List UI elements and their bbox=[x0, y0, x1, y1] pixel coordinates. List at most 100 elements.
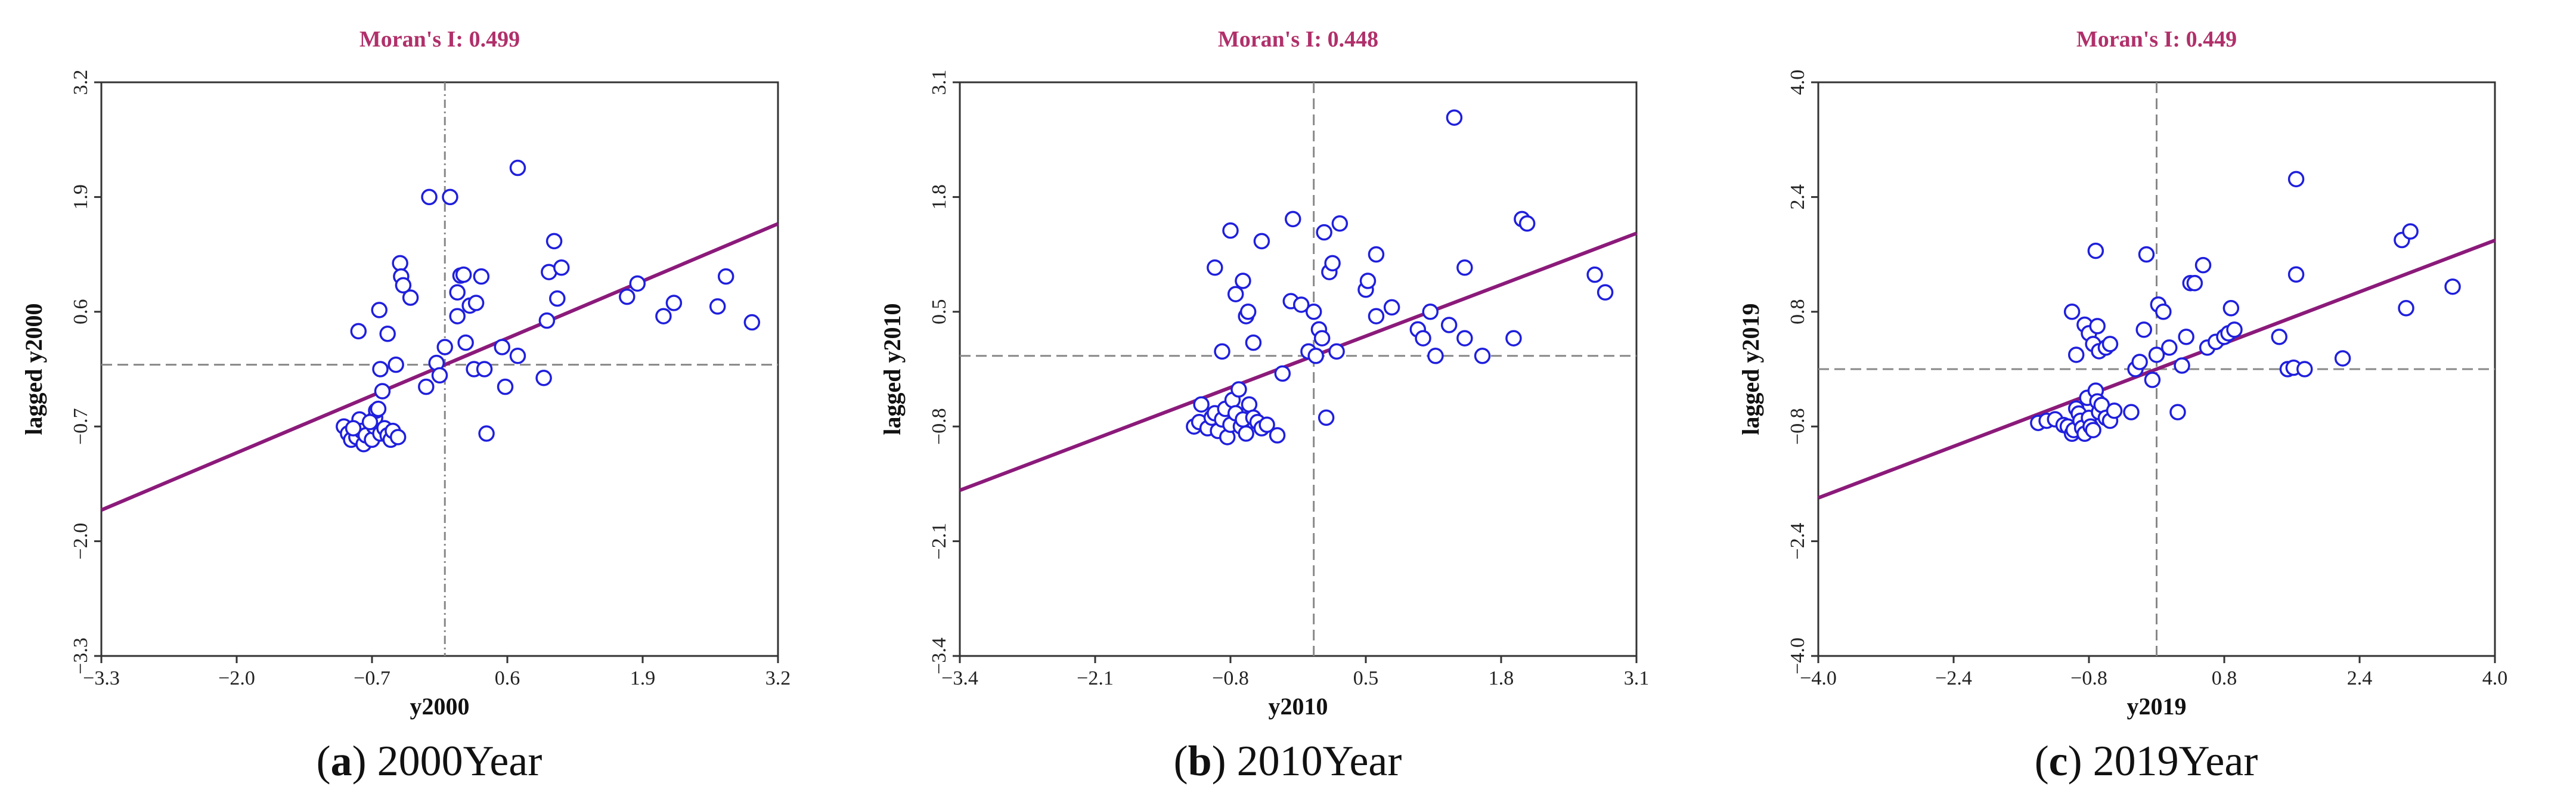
data-point bbox=[1368, 246, 1385, 263]
data-point bbox=[2287, 266, 2305, 283]
data-point bbox=[449, 308, 466, 324]
data-point bbox=[1313, 330, 1331, 346]
data-point bbox=[2174, 357, 2190, 374]
data-point bbox=[1505, 330, 1522, 346]
data-point bbox=[2155, 304, 2172, 320]
y-tick-label: −4.0 bbox=[1787, 637, 1809, 674]
data-point bbox=[1586, 266, 1603, 283]
y-tick-label: 1.8 bbox=[928, 184, 950, 210]
regression-line bbox=[959, 231, 1638, 493]
data-point bbox=[1359, 273, 1377, 289]
x-tick-label: −3.3 bbox=[83, 667, 120, 689]
data-point bbox=[1597, 284, 1614, 301]
data-point bbox=[717, 268, 734, 285]
moran-value: 0.449 bbox=[2186, 27, 2237, 52]
data-point bbox=[371, 302, 388, 318]
data-point bbox=[388, 356, 404, 373]
data-point bbox=[1307, 348, 1324, 364]
data-point bbox=[1440, 317, 1458, 333]
data-point bbox=[1253, 233, 1270, 250]
data-point bbox=[2169, 404, 2186, 420]
data-point bbox=[1456, 330, 1473, 346]
y-tick-label: −3.3 bbox=[70, 637, 92, 674]
x-axis-title: y2019 bbox=[2127, 693, 2187, 720]
panel-title-c: 2019Year bbox=[2093, 737, 2258, 785]
data-point bbox=[379, 326, 396, 342]
data-point bbox=[1258, 416, 1275, 433]
data-point bbox=[2144, 372, 2161, 388]
panel-caption-c: (c) 2019Year bbox=[2034, 737, 2258, 785]
data-point bbox=[1446, 109, 1463, 126]
data-point bbox=[2287, 171, 2305, 188]
x-tick-label: 0.6 bbox=[495, 667, 520, 689]
data-point bbox=[1241, 396, 1258, 413]
data-point bbox=[1292, 296, 1310, 313]
data-point bbox=[1427, 348, 1444, 364]
data-point bbox=[2148, 346, 2165, 363]
data-point bbox=[1318, 409, 1335, 426]
x-tick-label: −0.8 bbox=[2070, 667, 2107, 689]
moran-label: Moran's I: bbox=[1218, 27, 1328, 52]
y-tick-label: 3.1 bbox=[928, 70, 950, 95]
data-point bbox=[2334, 350, 2351, 367]
data-point bbox=[436, 339, 453, 355]
data-point bbox=[2101, 336, 2119, 352]
x-tick-label: −2.1 bbox=[1077, 667, 1114, 689]
data-point bbox=[509, 348, 526, 364]
data-point bbox=[374, 383, 391, 400]
panel-c: Moran's I: 0.449 −4.0 −2.4 −0.8 0.8 2.4 4.0 −4.… bbox=[1717, 0, 2575, 811]
data-point bbox=[421, 188, 438, 206]
data-point bbox=[1383, 299, 1400, 316]
data-point bbox=[2067, 346, 2085, 363]
data-point bbox=[389, 429, 407, 445]
data-point bbox=[553, 259, 570, 276]
scatter-plot-2010: Moran's I: 0.448 −3.4 −2.1 −0.8 0.5 1.8 3.1 −3.… bbox=[879, 27, 1650, 720]
y-tick-label: −0.7 bbox=[70, 408, 92, 445]
data-point bbox=[1193, 396, 1210, 413]
y-axis-title: lagged y2019 bbox=[1737, 303, 1764, 435]
y-tick-label: 0.6 bbox=[70, 299, 92, 325]
data-point bbox=[535, 370, 552, 386]
moran-label: Moran's I: bbox=[2076, 27, 2186, 52]
data-point bbox=[2186, 274, 2203, 292]
data-point bbox=[2087, 242, 2104, 259]
data-point bbox=[538, 312, 556, 329]
data-point bbox=[709, 298, 726, 315]
data-point bbox=[1415, 330, 1431, 346]
x-tick-label: 4.0 bbox=[2482, 667, 2508, 689]
x-tick-label: −0.8 bbox=[1212, 667, 1249, 689]
data-point bbox=[2063, 304, 2081, 320]
data-point bbox=[2135, 321, 2152, 338]
y-axis-title: lagged y2000 bbox=[20, 303, 47, 435]
moran-title: Moran's I: 0.449 bbox=[2076, 27, 2237, 52]
data-point bbox=[442, 188, 458, 206]
data-point bbox=[457, 334, 474, 351]
plot-frame bbox=[959, 81, 1638, 657]
x-tick-label: −0.7 bbox=[354, 667, 390, 689]
data-point bbox=[1238, 425, 1254, 442]
data-point bbox=[1456, 259, 1473, 276]
x-tick-label: 0.8 bbox=[2212, 667, 2237, 689]
data-point bbox=[1324, 255, 1341, 272]
x-tick-label: 3.1 bbox=[1624, 667, 1650, 689]
data-point bbox=[361, 414, 379, 431]
data-point bbox=[2402, 223, 2419, 240]
x-tick-label: 1.8 bbox=[1489, 667, 1514, 689]
data-point bbox=[1368, 308, 1385, 324]
data-point bbox=[1230, 381, 1247, 398]
data-point bbox=[2106, 402, 2123, 419]
panel-caption-a: (a) 2000Year bbox=[316, 737, 543, 785]
data-point bbox=[1269, 427, 1286, 444]
y-tick-label: 4.0 bbox=[1787, 70, 1809, 95]
data-point bbox=[1518, 215, 1536, 232]
data-point bbox=[1227, 286, 1244, 302]
data-point bbox=[1274, 365, 1291, 382]
data-point bbox=[1331, 215, 1349, 232]
y-tick-label: 1.9 bbox=[70, 184, 92, 210]
data-point bbox=[449, 284, 466, 301]
data-point bbox=[418, 378, 435, 395]
plot-frame bbox=[100, 81, 779, 657]
moran-value: 0.499 bbox=[469, 27, 520, 52]
data-point bbox=[1305, 304, 1322, 320]
data-point bbox=[1239, 304, 1257, 320]
